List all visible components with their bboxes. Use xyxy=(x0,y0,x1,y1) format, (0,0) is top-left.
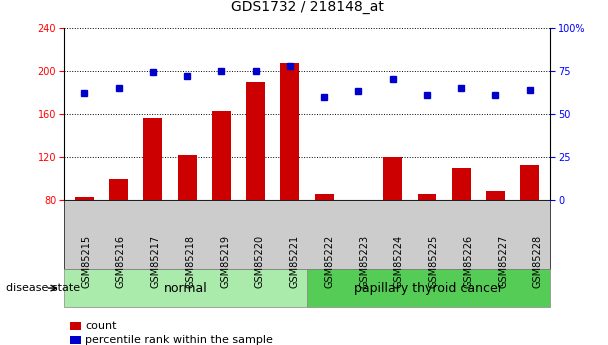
Text: GSM85217: GSM85217 xyxy=(151,235,161,288)
Text: GSM85221: GSM85221 xyxy=(289,235,300,288)
Bar xyxy=(178,155,196,200)
Text: count: count xyxy=(85,321,117,331)
Text: GSM85223: GSM85223 xyxy=(359,235,369,288)
Bar xyxy=(143,118,162,200)
Bar xyxy=(212,111,231,200)
Bar xyxy=(246,81,265,200)
Bar xyxy=(486,191,505,200)
Text: GSM85216: GSM85216 xyxy=(116,235,126,288)
Text: GSM85227: GSM85227 xyxy=(498,235,508,288)
Text: normal: normal xyxy=(164,282,207,295)
Text: GSM85222: GSM85222 xyxy=(325,235,334,288)
Text: GSM85224: GSM85224 xyxy=(394,235,404,288)
Text: GSM85220: GSM85220 xyxy=(255,235,265,288)
Text: GSM85219: GSM85219 xyxy=(220,235,230,288)
Bar xyxy=(418,194,437,200)
Bar xyxy=(315,194,334,200)
Text: papillary thyroid cancer: papillary thyroid cancer xyxy=(354,282,503,295)
Text: disease state: disease state xyxy=(6,283,80,293)
Bar xyxy=(452,168,471,200)
Bar xyxy=(109,179,128,200)
Text: percentile rank within the sample: percentile rank within the sample xyxy=(85,335,273,345)
Text: GSM85218: GSM85218 xyxy=(185,235,195,288)
Text: GSM85225: GSM85225 xyxy=(429,235,438,288)
Bar xyxy=(383,157,402,200)
Text: GDS1732 / 218148_at: GDS1732 / 218148_at xyxy=(230,0,384,14)
Bar xyxy=(280,63,299,200)
Text: GSM85215: GSM85215 xyxy=(81,235,91,288)
Text: GSM85228: GSM85228 xyxy=(533,235,543,288)
Bar xyxy=(520,165,539,200)
Bar xyxy=(75,197,94,200)
Text: GSM85226: GSM85226 xyxy=(463,235,474,288)
